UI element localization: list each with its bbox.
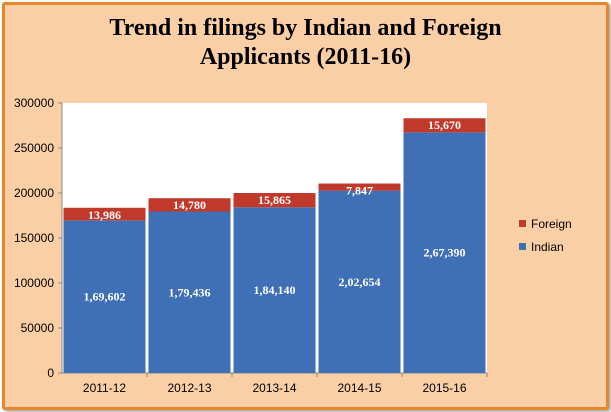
bar-foreign-2015-16 <box>403 118 486 133</box>
data-label-foreign: 13,986 <box>88 208 121 222</box>
y-tick-label: 200000 <box>14 186 54 200</box>
y-tick-label: 150000 <box>14 231 54 245</box>
y-tick-label: 50000 <box>21 321 55 335</box>
y-tick-label: 250000 <box>14 141 54 155</box>
bar-foreign-2013-14 <box>233 192 316 208</box>
x-tick-label: 2011-12 <box>83 381 126 395</box>
bar-indian-2011-12 <box>63 220 146 373</box>
y-tick-label: 100000 <box>14 276 54 290</box>
data-label-indian: 2,02,654 <box>339 275 381 289</box>
x-tick-label: 2013-14 <box>252 381 296 395</box>
bar-indian-2013-14 <box>233 207 316 373</box>
legend: Foreign Indian <box>519 217 572 254</box>
chart-title-line-1: Trend in filings by Indian and Foreign <box>109 15 502 41</box>
data-label-indian: 1,84,140 <box>254 283 296 297</box>
legend-swatch-foreign <box>519 220 526 227</box>
data-labels: 1,69,602 13,986 1,79,436 14,780 1,84,140 15,8… <box>84 118 466 303</box>
legend-label-indian: Indian <box>531 240 564 254</box>
data-label-foreign: 15,865 <box>258 193 291 207</box>
legend-label-foreign: Foreign <box>531 217 572 231</box>
bar-foreign-2011-12 <box>63 207 146 221</box>
chart-title-line-2: Applicants (2011-16) <box>199 44 412 70</box>
y-tick-label: 0 <box>47 366 54 380</box>
legend-swatch-indian <box>519 243 526 250</box>
chart-title: Trend in filings by Indian and Foreign A… <box>0 14 611 72</box>
data-label-foreign: 14,780 <box>173 198 206 212</box>
axes: 0 50000 100000 150000 200000 250000 300000 2011… <box>14 96 488 395</box>
y-tick-label: 300000 <box>14 96 54 110</box>
bar-foreign-2014-15 <box>318 183 401 191</box>
x-tick-label: 2015-16 <box>422 381 466 395</box>
bar-indian-2012-13 <box>148 211 231 373</box>
data-label-indian: 1,79,436 <box>169 285 211 299</box>
data-label-indian: 1,69,602 <box>84 290 126 304</box>
bar-foreign-2012-13 <box>148 198 231 212</box>
data-label-foreign: 15,670 <box>428 118 461 132</box>
x-tick-label: 2012-13 <box>167 381 211 395</box>
data-label-indian: 2,67,390 <box>424 246 466 260</box>
bars <box>63 118 486 373</box>
bar-indian-2014-15 <box>318 190 401 373</box>
bar-indian-2015-16 <box>403 132 486 373</box>
data-label-foreign: 7,847 <box>346 184 373 198</box>
x-tick-label: 2014-15 <box>337 381 381 395</box>
